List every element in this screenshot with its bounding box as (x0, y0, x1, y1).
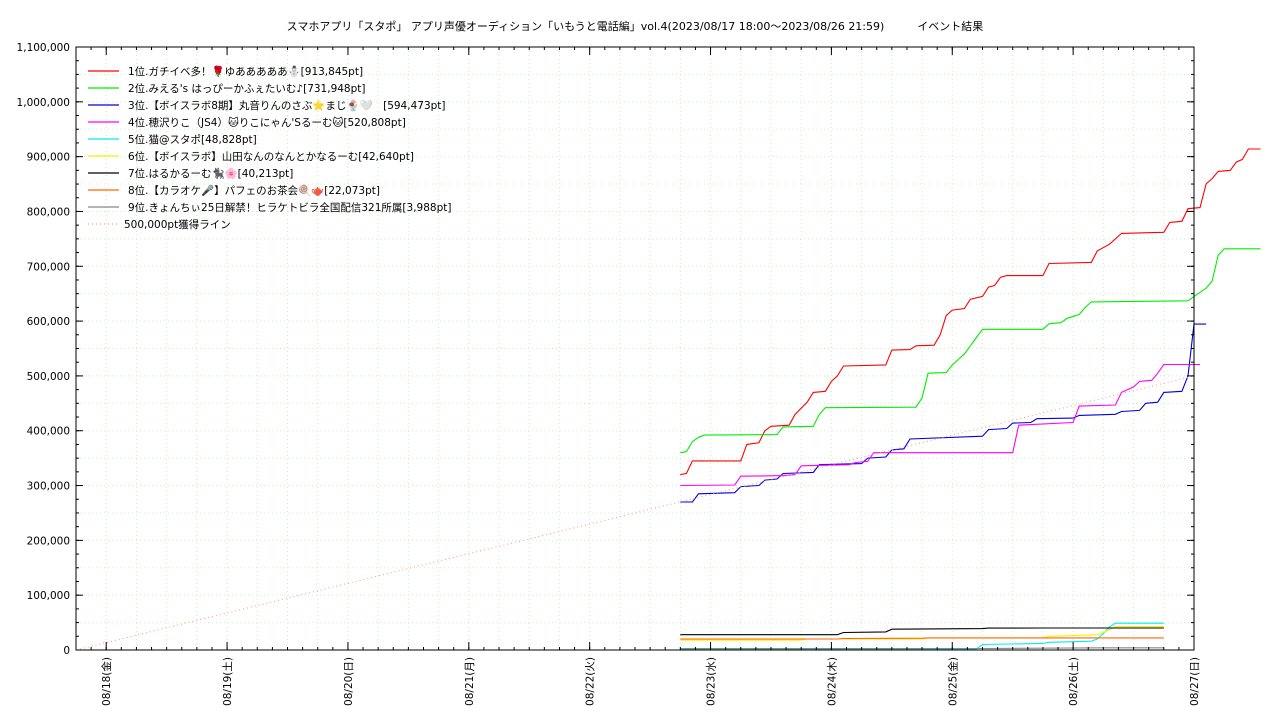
legend-label-2: 2位.みえる's はっぴーかふぇたいむ♪[731,948pt] (128, 82, 366, 95)
x-tick-label: 08/23(水) (706, 657, 718, 706)
y-tick-label: 1,100,000 (17, 42, 70, 54)
plot-background (76, 47, 1194, 650)
legend-label-3: 3位.【ボイスラボ8期】丸音りんのさぶ⭐まじ🍨🤍 [594,473pt] (128, 99, 446, 112)
legend-label-8: 8位.【カラオケ🎤】パフェのお茶会🍭🫖[22,073pt] (128, 183, 380, 197)
series-line-3 (680, 323, 1207, 503)
legend-label-9: 9位.きょんちぃ25日解禁！ヒラケトビラ全国配信321所属[3,988pt] (128, 201, 451, 214)
x-tick-label: 08/22(火) (585, 657, 597, 706)
y-tick-label: 1,000,000 (17, 97, 70, 109)
y-tick-label: 800,000 (27, 206, 70, 218)
series-lines (75, 148, 1261, 651)
x-tick-label: 08/25(金) (946, 657, 959, 706)
legend-label-7: 7位.はるかるーむ🐈‍⬛🌸[40,213pt] (128, 167, 293, 180)
series-line-1 (680, 148, 1261, 476)
legend-label-6: 6位.【ボイスラボ】山田なんのなんとかなるーむ[42,640pt] (128, 150, 414, 163)
series-line-7 (680, 627, 1164, 636)
y-tick-label: 0 (63, 645, 70, 657)
x-tick-label: 08/19(土) (221, 657, 234, 706)
y-tick-label: 200,000 (27, 535, 70, 547)
series-line-4 (680, 363, 1200, 487)
legend-label-4: 4位.穂沢りこ（JS4）🐱りこにゃん'Sるーむ🐱[520,808pt] (128, 116, 406, 129)
y-tick-label: 400,000 (27, 426, 70, 438)
y-tick-label: 700,000 (27, 261, 70, 273)
legend: 1位.ガチイベ多！🌹ゆあああああ⛄[913,845pt] 2位.みえる's はっぴ… (88, 65, 451, 231)
y-tick-label: 100,000 (27, 590, 70, 602)
legend-label-5: 5位.猫@スタポ[48,828pt] (128, 133, 257, 146)
series-line-2 (680, 248, 1261, 454)
y-tick-label: 900,000 (27, 152, 70, 164)
gridlines (75, 46, 1195, 651)
axis-ticks: 0 100,000 200,000 300,000 400,000 500,000 600,… (17, 42, 1201, 706)
x-tick-label: 08/18(金) (100, 657, 113, 706)
x-tick-label: 08/27(日) (1189, 657, 1201, 706)
legend-label-10: 500,000pt獲得ライン (124, 218, 231, 231)
y-tick-label: 600,000 (27, 316, 70, 328)
series-line-5 (680, 622, 1164, 650)
x-tick-label: 08/24(木) (826, 657, 838, 706)
x-tick-label: 08/21(月) (464, 657, 476, 706)
y-tick-label: 500,000 (27, 371, 70, 383)
series-line-8 (680, 637, 1164, 640)
x-tick-label: 08/26(土) (1067, 657, 1080, 706)
y-tick-label: 300,000 (27, 481, 70, 493)
chart-title: スマホアプリ「スタポ」 アプリ声優オーディション「いもうと電話編」vol.4(2… (286, 20, 984, 33)
x-tick-label: 08/20(日) (343, 657, 355, 706)
legend-label-1: 1位.ガチイベ多！🌹ゆあああああ⛄[913,845pt] (128, 65, 363, 78)
